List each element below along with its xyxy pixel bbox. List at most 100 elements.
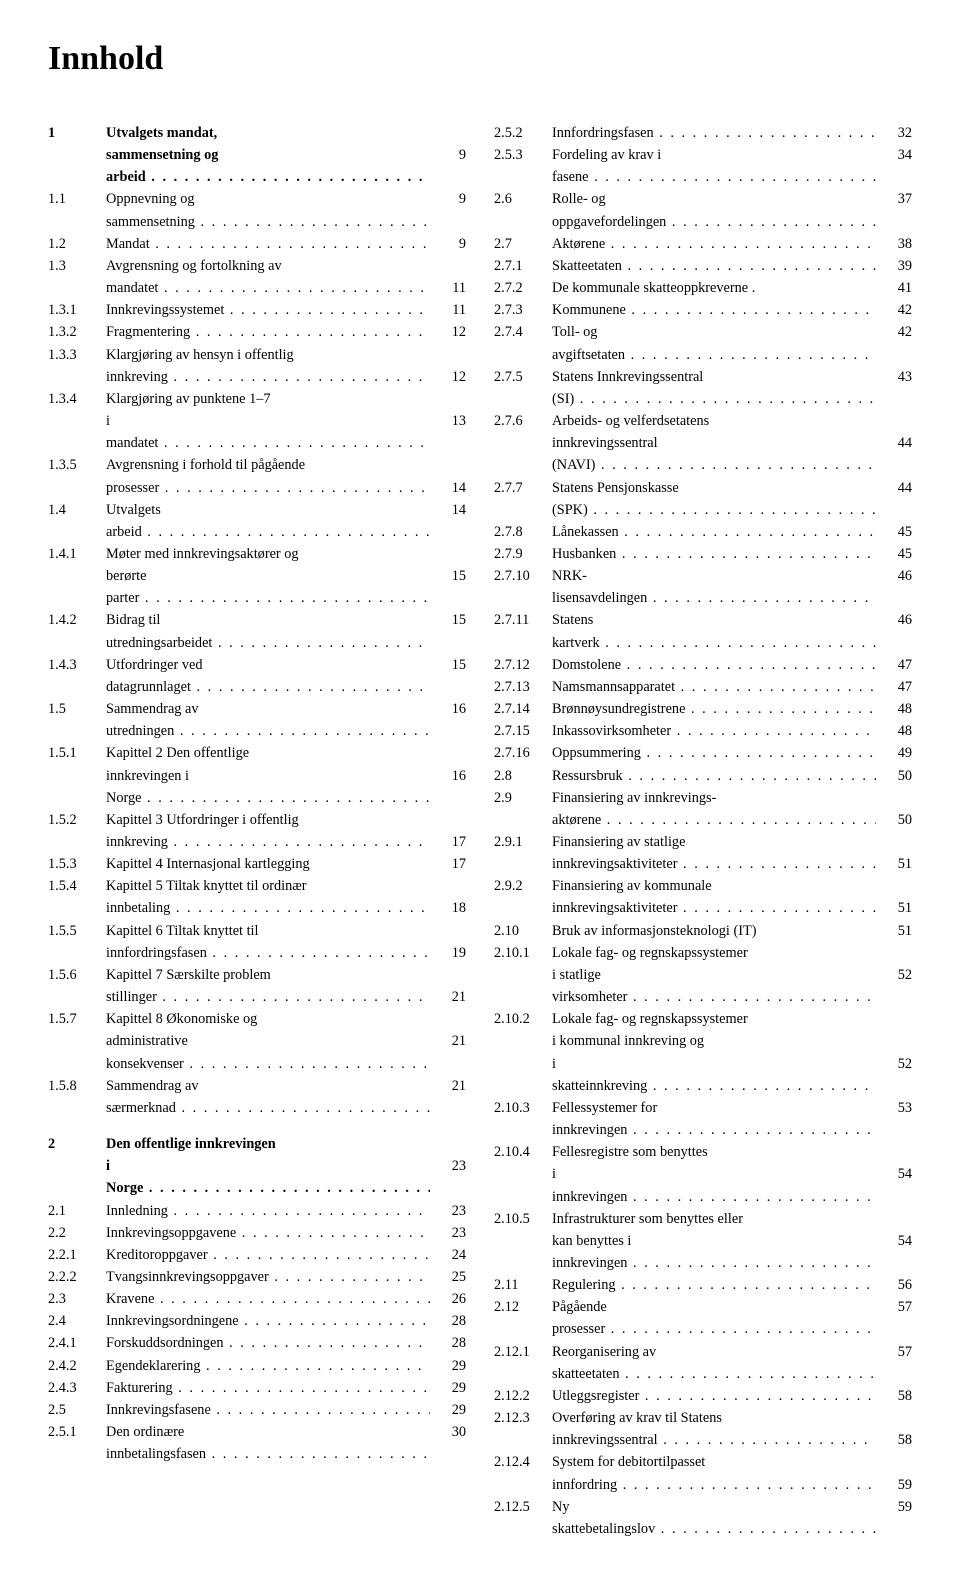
toc-entry-title: Kapittel 4 Internasjonal kartlegging [106, 853, 430, 875]
toc-entry: 2.7Aktørene38 [494, 233, 912, 255]
toc-entry-title: Utvalgets mandat, [106, 122, 430, 144]
toc-entry-number: 1.4.1 [48, 543, 106, 565]
toc-entry: 2.12Pågående prosesser57 [494, 1296, 912, 1340]
toc-entry: 2.7.13Namsmannsapparatet47 [494, 676, 912, 698]
toc-entry-number: 1 [48, 122, 106, 144]
toc-entry-title: i innkrevingen [552, 1163, 876, 1207]
toc-entry-number: 1.2 [48, 233, 106, 255]
toc-entry: aktørene50 [494, 809, 912, 831]
toc-entry: 2.10.1Lokale fag- og regnskapssystemer [494, 942, 912, 964]
toc-entry-title: Fragmentering [106, 321, 430, 343]
toc-entry-page: 57 [876, 1296, 912, 1318]
toc-entry: 1.5.1Kapittel 2 Den offentlige [48, 742, 466, 764]
toc-entry: 2.7.12Domstolene47 [494, 654, 912, 676]
toc-entry-title: Avgrensning i forhold til pågående [106, 454, 430, 476]
toc-entry-title: Infrastrukturer som benyttes eller [552, 1208, 876, 1230]
toc-entry: 1.4.1Møter med innkrevingsaktører og [48, 543, 466, 565]
toc-entry: 2.12.3Overføring av krav til Statens [494, 1407, 912, 1429]
toc-entry-number: 2.7.5 [494, 366, 552, 388]
toc-entry-page: 29 [430, 1377, 466, 1399]
toc-entry-title: innbetaling [106, 897, 430, 919]
toc-entry-number: 2.7.12 [494, 654, 552, 676]
toc-entry-number: 2.7.2 [494, 277, 552, 299]
toc-entry: 1.5.6Kapittel 7 Særskilte problem [48, 964, 466, 986]
toc-entry-page: 28 [430, 1310, 466, 1332]
toc-entry: innkrevingen i Norge16 [48, 765, 466, 809]
toc-entry-page: 54 [876, 1163, 912, 1185]
toc-entry-title: i statlige virksomheter [552, 964, 876, 1008]
toc-entry-title: Kommunene [552, 299, 876, 321]
toc-entry: 2.7.14Brønnøysundregistrene48 [494, 698, 912, 720]
toc-entry-title: innkrevingssentral [552, 1429, 876, 1451]
toc-entry: 2.2Innkrevingsoppgavene23 [48, 1222, 466, 1244]
toc-entry-page: 50 [876, 765, 912, 787]
toc-entry: 2.5.2Innfordringsfasen32 [494, 122, 912, 144]
toc-entry-page: 29 [430, 1399, 466, 1421]
toc-entry-title: sammensetning og arbeid [106, 144, 430, 188]
toc-entry: 2.8Ressursbruk50 [494, 765, 912, 787]
toc-entry-page: 50 [876, 809, 912, 831]
toc-entry: 1.4.2Bidrag til utredningsarbeidet15 [48, 609, 466, 653]
toc-entry-title: Den ordinære innbetalingsfasen [106, 1421, 430, 1465]
toc-entry: innfordringsfasen19 [48, 942, 466, 964]
toc-entry: kan benyttes i innkrevingen54 [494, 1230, 912, 1274]
toc-entry-number: 1.3.1 [48, 299, 106, 321]
toc-entry-page: 54 [876, 1230, 912, 1252]
toc-entry-page: 18 [430, 897, 466, 919]
toc-entry-number: 2.7.3 [494, 299, 552, 321]
toc-entry-page: 23 [430, 1155, 466, 1177]
toc-entry: 1.5Sammendrag av utredningen16 [48, 698, 466, 742]
toc-entry-page: 47 [876, 654, 912, 676]
toc-entry: mandatet11 [48, 277, 466, 299]
toc-entry-page: 45 [876, 543, 912, 565]
toc-entry-number: 1.5 [48, 698, 106, 720]
toc-entry-title: innkrevingsaktiviteter [552, 853, 876, 875]
toc-entry-number: 2.12.4 [494, 1451, 552, 1473]
toc-entry: 1.2Mandat9 [48, 233, 466, 255]
toc-entry: 2.12.5Ny skattebetalingslov59 [494, 1496, 912, 1540]
toc-entry: 2.4.3Fakturering29 [48, 1377, 466, 1399]
toc-entry-page: 42 [876, 299, 912, 321]
toc-entry-number: 2.10.4 [494, 1141, 552, 1163]
toc-entry: 2.7.16Oppsummering49 [494, 742, 912, 764]
toc-entry: 2.10.5Infrastrukturer som benyttes eller [494, 1208, 912, 1230]
toc-entry-title: Tvangsinnkrevingsoppgaver [106, 1266, 430, 1288]
toc-entry-page: 21 [430, 986, 466, 1008]
toc-entry-title: Finansiering av kommunale [552, 875, 876, 897]
toc-entry: innkrevingsaktiviteter51 [494, 897, 912, 919]
toc-entry-page: 58 [876, 1385, 912, 1407]
toc-entry-title: innfordring [552, 1474, 876, 1496]
toc-entry-number: 1.3.4 [48, 388, 106, 410]
toc-entry-page: 23 [430, 1222, 466, 1244]
toc-entry: 2.2.1Kreditoroppgaver24 [48, 1244, 466, 1266]
toc-entry-title: Fordeling av krav i fasene [552, 144, 876, 188]
toc-entry-number: 1.3.5 [48, 454, 106, 476]
toc-entry-title: Bruk av informasjonsteknologi (IT) [552, 920, 876, 942]
toc-entry: 1.5.4Kapittel 5 Tiltak knyttet til ordin… [48, 875, 466, 897]
toc-entry: 2.4.2Egendeklarering29 [48, 1355, 466, 1377]
toc-entry-number: 1.5.7 [48, 1008, 106, 1030]
toc-entry: 1.3.4Klargjøring av punktene 1–7 [48, 388, 466, 410]
toc-entry-number: 1.5.3 [48, 853, 106, 875]
toc-entry-title: Lånekassen [552, 521, 876, 543]
toc-entry-page: 51 [876, 920, 912, 942]
toc-entry: 2.9.2Finansiering av kommunale [494, 875, 912, 897]
toc-entry: i Norge23 [48, 1155, 466, 1199]
toc-entry-title: Egendeklarering [106, 1355, 430, 1377]
toc-entry-title: mandatet [106, 277, 430, 299]
toc-entry: 2.7.6Arbeids- og velferdsetatens [494, 410, 912, 432]
toc-entry-title: Den offentlige innkrevingen [106, 1133, 430, 1155]
toc-entry-page: 46 [876, 609, 912, 631]
toc-entry-page: 37 [876, 188, 912, 210]
toc-entry-number: 2.7.14 [494, 698, 552, 720]
toc-entry-title: Reorganisering av skatteetaten [552, 1341, 876, 1385]
toc-entry-number: 2.5.1 [48, 1421, 106, 1443]
toc-left-column: 1Utvalgets mandat,sammensetning og arbei… [48, 122, 466, 1540]
toc-entry-title: Skatteetaten [552, 255, 876, 277]
toc-entry-title: Aktørene [552, 233, 876, 255]
toc-entry-title: Fakturering [106, 1377, 430, 1399]
toc-entry-number: 2.7.8 [494, 521, 552, 543]
toc-entry: 2.1Innledning23 [48, 1200, 466, 1222]
toc-entry-title: Kapittel 2 Den offentlige [106, 742, 430, 764]
toc-entry: innbetaling18 [48, 897, 466, 919]
